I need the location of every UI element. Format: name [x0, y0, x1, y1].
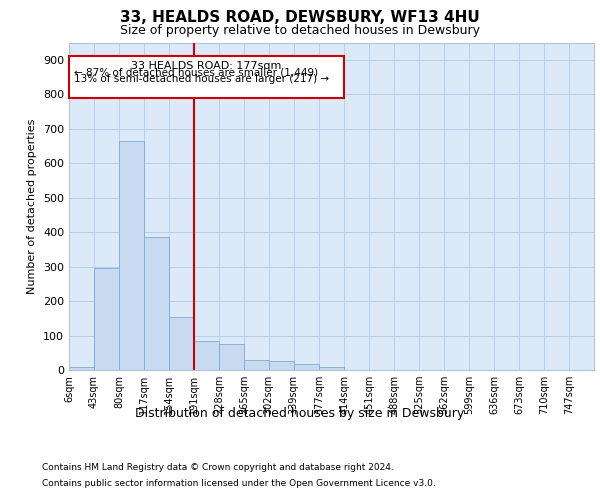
Bar [244, 360, 269, 370]
Text: Size of property relative to detached houses in Dewsbury: Size of property relative to detached ho… [120, 24, 480, 37]
Bar [219, 344, 244, 370]
Text: ← 87% of detached houses are smaller (1,449): ← 87% of detached houses are smaller (1,… [74, 68, 319, 78]
Bar [94, 268, 119, 370]
Bar [169, 316, 194, 370]
FancyBboxPatch shape [69, 56, 344, 98]
Text: 13% of semi-detached houses are larger (217) →: 13% of semi-detached houses are larger (… [74, 74, 329, 84]
Text: Contains HM Land Registry data © Crown copyright and database right 2024.: Contains HM Land Registry data © Crown c… [42, 462, 394, 471]
Text: 33, HEALDS ROAD, DEWSBURY, WF13 4HU: 33, HEALDS ROAD, DEWSBURY, WF13 4HU [120, 10, 480, 25]
Y-axis label: Number of detached properties: Number of detached properties [28, 118, 37, 294]
Bar [194, 340, 219, 370]
Bar [69, 367, 94, 370]
Text: Contains public sector information licensed under the Open Government Licence v3: Contains public sector information licen… [42, 479, 436, 488]
Bar [269, 362, 294, 370]
Bar [319, 366, 344, 370]
Text: Distribution of detached houses by size in Dewsbury: Distribution of detached houses by size … [136, 408, 464, 420]
Text: 33 HEALDS ROAD: 177sqm: 33 HEALDS ROAD: 177sqm [131, 61, 282, 71]
Bar [294, 364, 319, 370]
Bar [119, 141, 144, 370]
Bar [144, 238, 169, 370]
